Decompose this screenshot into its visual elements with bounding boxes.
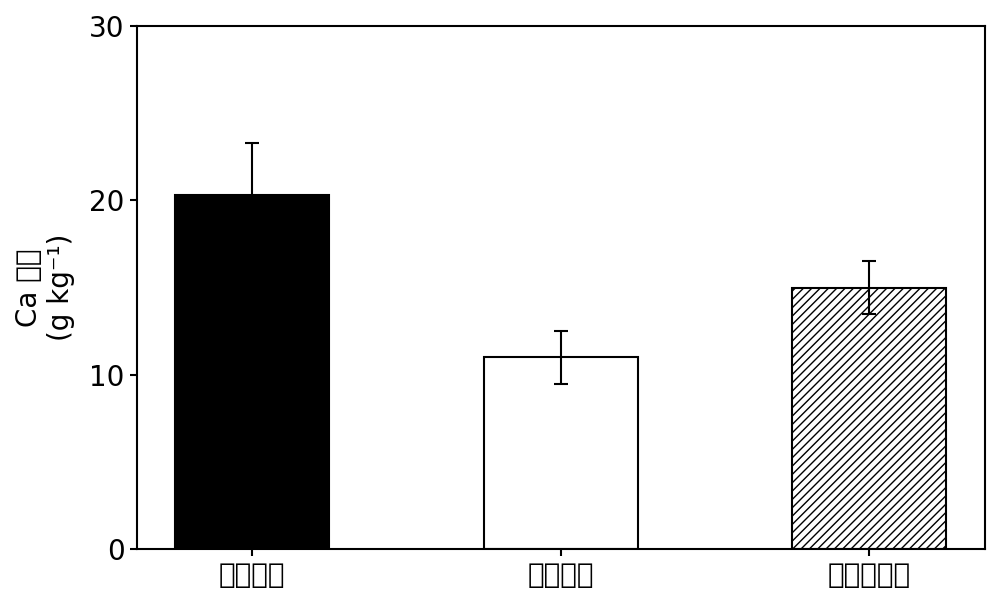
- Bar: [484, 358, 638, 549]
- Y-axis label: Ca 含量
(g kg⁻¹): Ca 含量 (g kg⁻¹): [15, 234, 75, 341]
- Bar: [792, 288, 946, 549]
- Bar: [175, 195, 329, 549]
